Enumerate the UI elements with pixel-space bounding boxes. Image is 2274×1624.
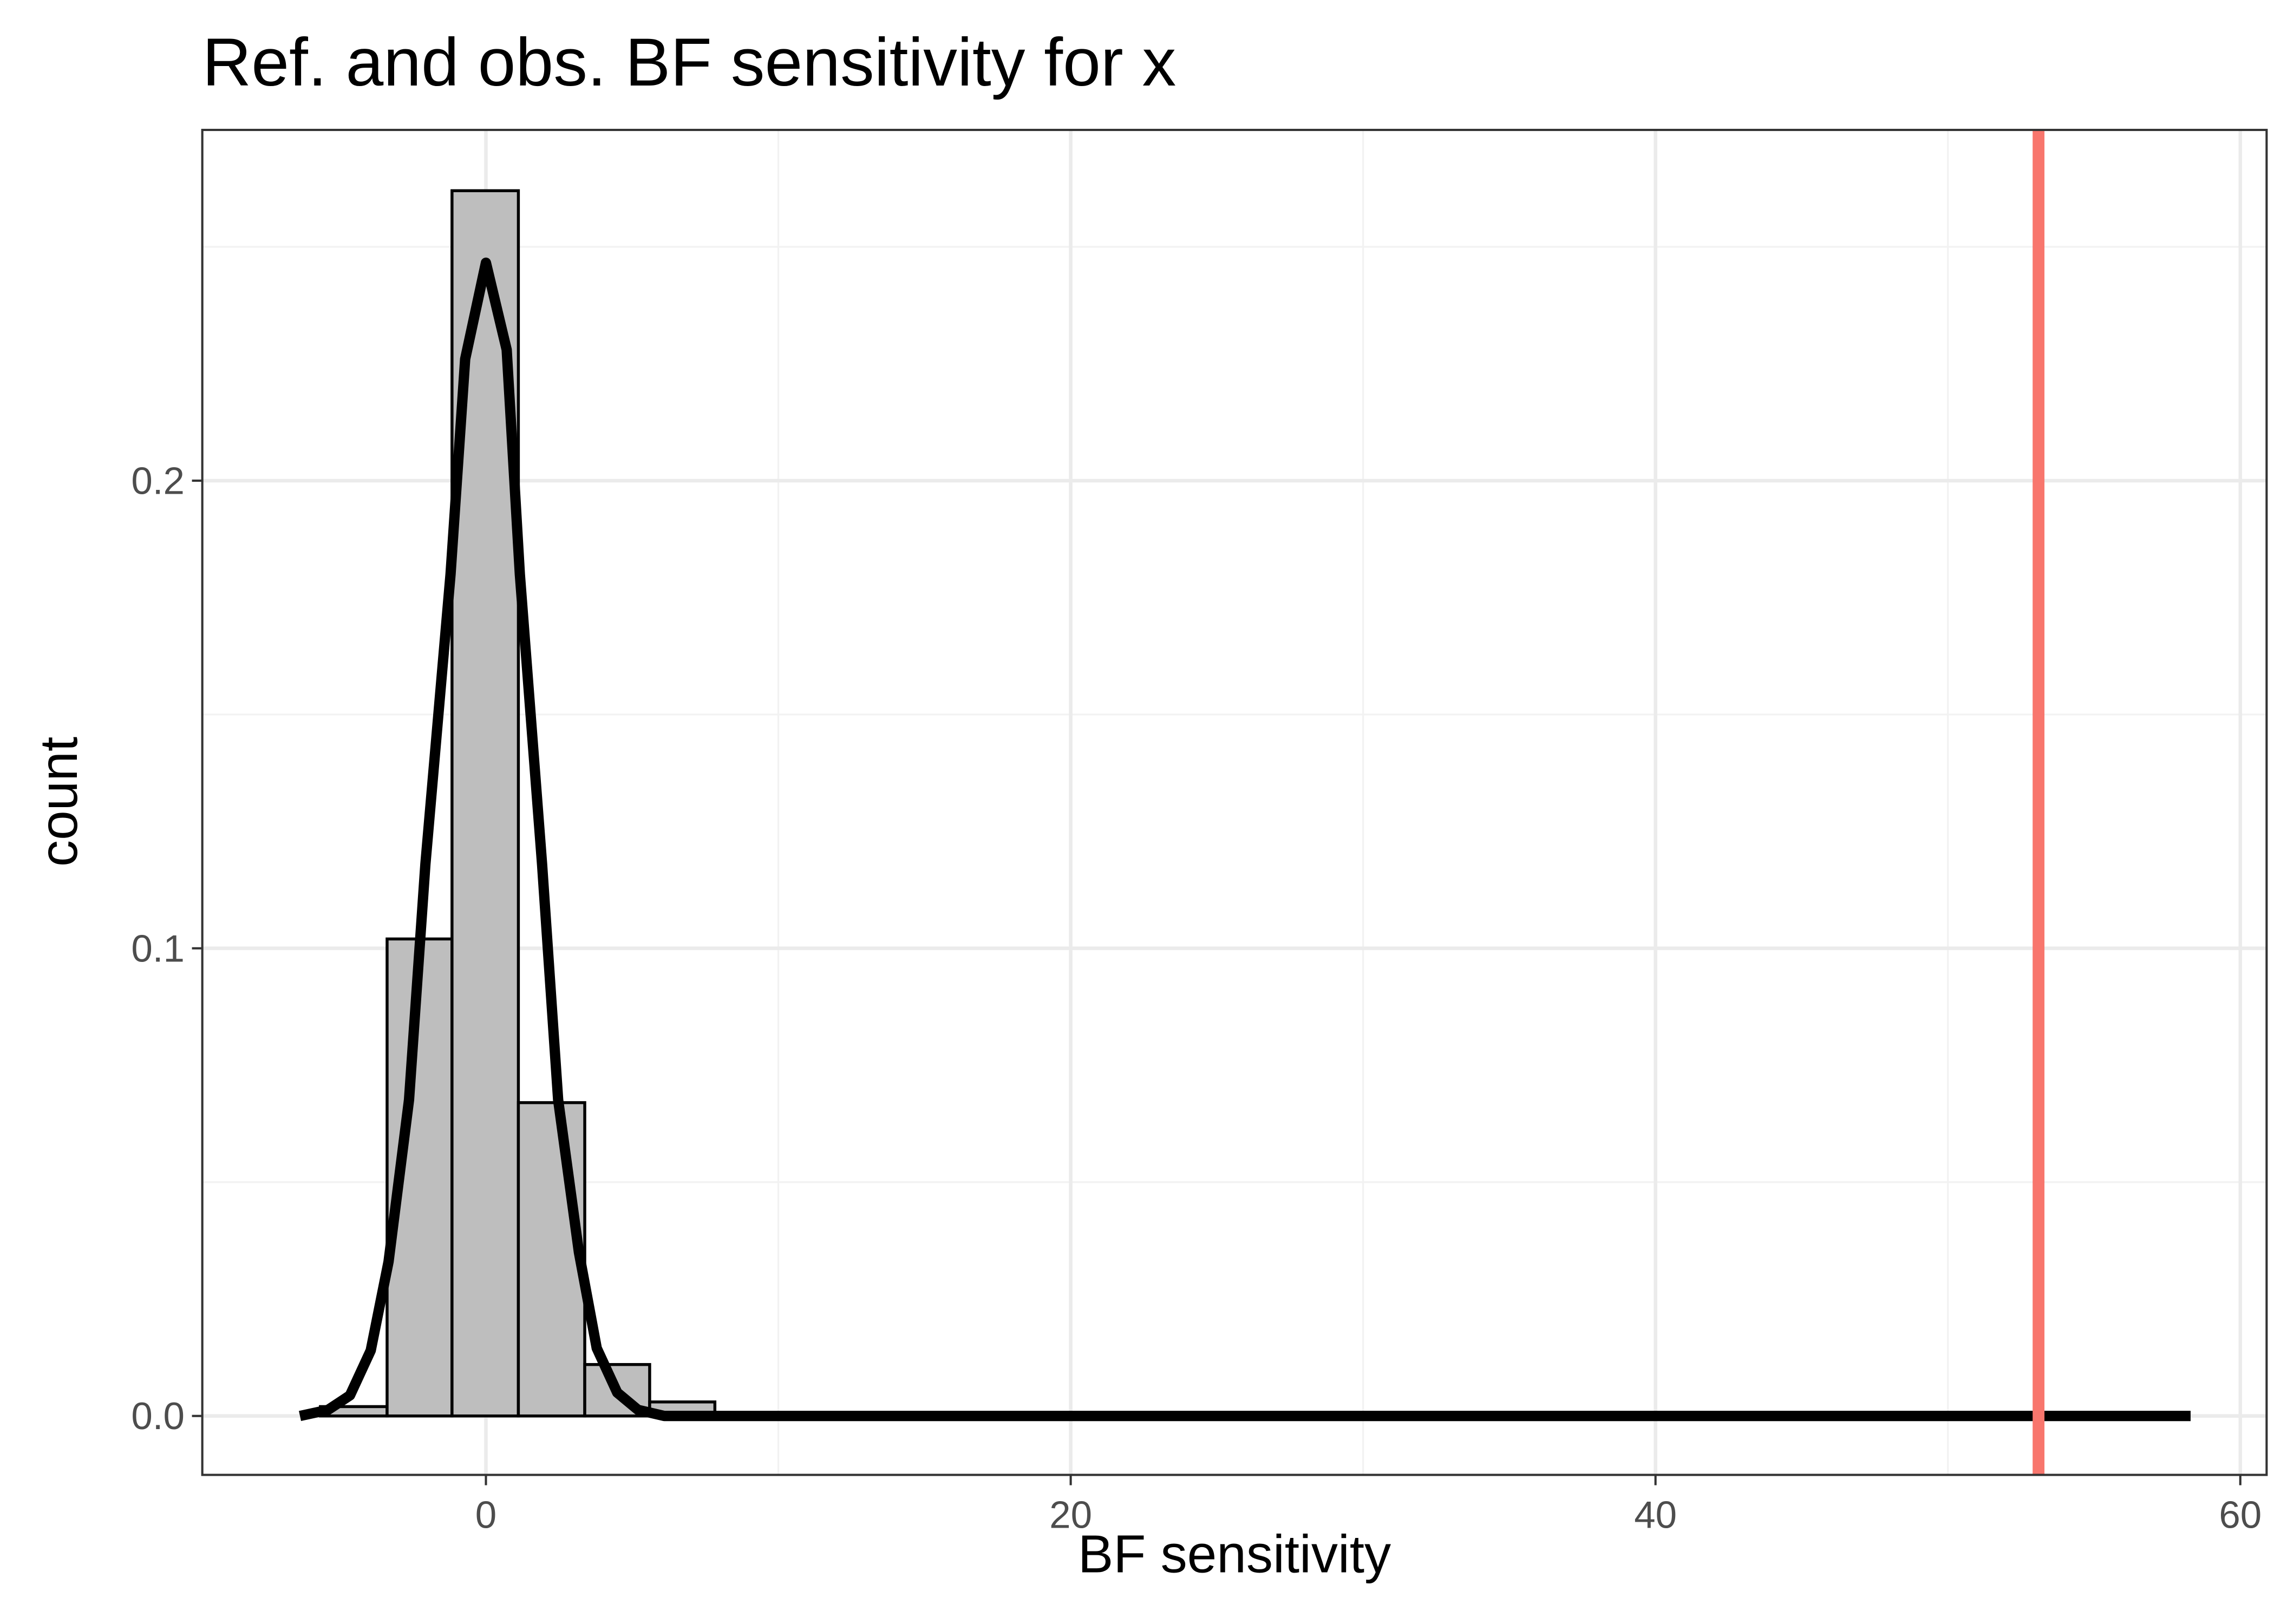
y-tick-label: 0.0 [131,1395,185,1438]
y-tick-label: 0.1 [131,927,185,970]
chart-title: Ref. and obs. BF sensitivity for x [202,24,1177,100]
y-axis-title: count [29,737,88,867]
plot-border [201,128,2268,1476]
y-tick-label: 0.2 [131,460,185,502]
x-tick-label: 40 [1634,1494,1677,1537]
bar [517,1101,586,1418]
x-axis-title: BF sensitivity [1078,1524,1391,1584]
x-tick-label: 0 [475,1494,496,1537]
density-line [298,257,2191,1422]
x-tick-label: 20 [1049,1494,1092,1537]
x-tick-label: 60 [2219,1494,2262,1537]
